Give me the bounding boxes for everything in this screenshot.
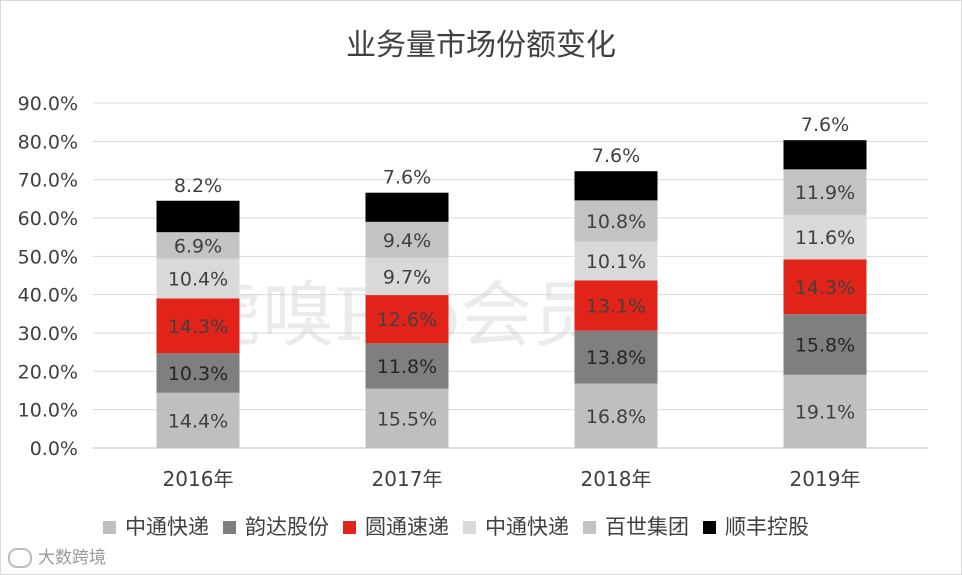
bar-segment bbox=[783, 140, 867, 170]
data-label: 7.6% bbox=[592, 145, 640, 167]
data-label: 10.3% bbox=[168, 363, 228, 385]
bar-segment bbox=[156, 392, 240, 448]
legend-swatch bbox=[583, 521, 596, 534]
bar-segment bbox=[365, 221, 449, 258]
bar-segment bbox=[783, 314, 867, 375]
data-label: 10.1% bbox=[586, 251, 646, 273]
data-label: 10.4% bbox=[168, 269, 228, 291]
y-tick-label: 0.0% bbox=[30, 438, 78, 460]
data-label: 7.6% bbox=[383, 167, 431, 189]
data-label: 14.3% bbox=[168, 316, 228, 338]
x-tick-label: 2019年 bbox=[790, 467, 861, 491]
data-label: 11.6% bbox=[795, 227, 855, 249]
legend-label: 百世集团 bbox=[605, 515, 689, 539]
legend-swatch bbox=[703, 521, 716, 534]
x-tick-label: 2017年 bbox=[372, 467, 443, 491]
bar-segment bbox=[574, 200, 658, 242]
bar-segment bbox=[365, 388, 449, 448]
data-label: 10.8% bbox=[586, 211, 646, 233]
data-label: 12.6% bbox=[377, 309, 437, 331]
y-tick-label: 20.0% bbox=[18, 361, 78, 383]
data-label: 15.5% bbox=[377, 408, 437, 430]
bar-segment bbox=[574, 171, 658, 201]
data-label: 6.9% bbox=[174, 235, 222, 257]
bar-segment bbox=[365, 257, 449, 296]
data-label: 11.9% bbox=[795, 182, 855, 204]
data-label: 15.8% bbox=[795, 335, 855, 357]
brand-logo-icon bbox=[8, 548, 32, 568]
data-label: 8.2% bbox=[174, 175, 222, 197]
data-label: 19.1% bbox=[795, 401, 855, 423]
bar-segment bbox=[783, 374, 867, 448]
legend-swatch bbox=[343, 521, 356, 534]
data-label: 14.4% bbox=[168, 410, 228, 432]
bar-segment bbox=[574, 383, 658, 448]
bar-segment bbox=[365, 343, 449, 389]
bar-segment bbox=[156, 200, 240, 233]
data-label: 11.8% bbox=[377, 356, 437, 378]
bar-segment bbox=[574, 280, 658, 331]
data-label: 9.7% bbox=[383, 266, 431, 288]
legend-swatch bbox=[103, 521, 116, 534]
y-tick-label: 90.0% bbox=[18, 93, 78, 115]
x-tick-label: 2016年 bbox=[163, 467, 234, 491]
bar-segment bbox=[783, 259, 867, 315]
data-label: 9.4% bbox=[383, 230, 431, 252]
bar-segment bbox=[574, 241, 658, 281]
legend-label: 中通快递 bbox=[485, 515, 569, 539]
bar-segment bbox=[783, 169, 867, 215]
data-label: 14.3% bbox=[795, 277, 855, 299]
data-label: 13.8% bbox=[586, 347, 646, 369]
legend-label: 圆通速递 bbox=[365, 515, 449, 539]
legend-swatch bbox=[223, 521, 236, 534]
legend-swatch bbox=[463, 521, 476, 534]
y-tick-label: 60.0% bbox=[18, 208, 78, 230]
y-tick-label: 40.0% bbox=[18, 285, 78, 307]
bar-segment bbox=[156, 232, 240, 259]
legend-label: 韵达股份 bbox=[245, 515, 329, 539]
brand-mark: 大数跨境 bbox=[8, 543, 106, 568]
chart-title: 业务量市场份额变化 bbox=[346, 28, 616, 63]
bar-segment bbox=[365, 295, 449, 344]
data-label: 7.6% bbox=[801, 114, 849, 136]
y-tick-label: 10.0% bbox=[18, 400, 78, 422]
data-label: 13.1% bbox=[586, 296, 646, 318]
bar-segment bbox=[156, 258, 240, 299]
bar-segment bbox=[365, 192, 449, 222]
brand-text: 大数跨境 bbox=[38, 548, 106, 568]
y-tick-label: 80.0% bbox=[18, 131, 78, 153]
bar-segment bbox=[156, 353, 240, 393]
y-tick-label: 50.0% bbox=[18, 246, 78, 268]
legend-label: 中通快递 bbox=[125, 515, 209, 539]
bar-segment bbox=[574, 330, 658, 384]
bar-segment bbox=[156, 298, 240, 354]
y-tick-label: 70.0% bbox=[18, 170, 78, 192]
legend-label: 顺丰控股 bbox=[725, 515, 809, 539]
data-label: 16.8% bbox=[586, 406, 646, 428]
bar-segment bbox=[783, 214, 867, 260]
y-tick-label: 30.0% bbox=[18, 323, 78, 345]
x-tick-label: 2018年 bbox=[581, 467, 652, 491]
